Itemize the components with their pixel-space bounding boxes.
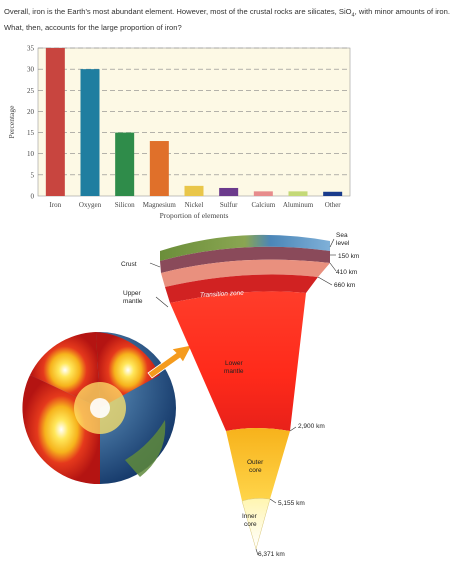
bar-nickel (184, 185, 204, 196)
y-tick-label: 35 (27, 45, 35, 53)
y-tick-label: 10 (27, 150, 35, 158)
depth-660-label: 660 km (334, 282, 355, 289)
x-tick-labels: Iron Oxygen Silicon Magnesium Nickel Sulfur Ca… (49, 201, 341, 209)
lower-mantle-label: Lower mantle (224, 360, 244, 375)
bar-iron (45, 48, 65, 196)
upper-mantle-label: Upper mantle (123, 290, 143, 305)
globe-inner-core (90, 398, 110, 418)
y-tick-label: 20 (27, 108, 35, 116)
x-tick-label-other: Other (325, 201, 342, 209)
y-tick-label: 5 (31, 171, 35, 179)
depth-150-label: 150 km (338, 253, 359, 260)
bars (45, 48, 343, 196)
question-line-2: What, then, accounts for the large propo… (4, 22, 182, 32)
bar-sulfur (219, 187, 239, 196)
question-line-1-main: Overall, iron is the Earth's most abunda… (4, 7, 352, 16)
y-axis-label: Percentage (7, 105, 16, 139)
zoom-arrow (147, 344, 193, 379)
question-line-1: Overall, iron is the Earth's most abunda… (4, 6, 470, 22)
x-tick-label-silicon: Silicon (115, 201, 135, 209)
x-tick-label-aluminum: Aluminum (283, 201, 314, 209)
depth-5155-label: 5,155 km (278, 500, 305, 507)
x-tick-label-sulfur: Sulfur (220, 201, 238, 209)
depth-410-label: 410 km (336, 269, 357, 276)
y-tick-label: 30 (27, 66, 35, 74)
x-tick-label-magnesium: Magnesium (143, 201, 177, 209)
transition-zone-layer (165, 274, 318, 303)
depth-2900-label: 2,900 km (298, 423, 325, 430)
question-line-1-subscript: 4 (351, 12, 355, 19)
crust-layer (160, 246, 330, 273)
upper-mantle-layer (161, 259, 330, 287)
x-tick-label-calcium: Calcium (251, 201, 275, 209)
crust-label: Crust (121, 261, 137, 268)
depth-6371-label: 6,371 km (258, 551, 285, 558)
lower-mantle-layer (170, 291, 306, 431)
question-line-1-tail: , with minor amounts of iron. (354, 7, 450, 16)
outer-core-label: Outer core (247, 459, 264, 474)
inner-core-label: Inner core (242, 513, 258, 528)
x-axis-label: Proportion of elements (160, 211, 229, 220)
earth-wedge (160, 234, 330, 550)
leader-lines (149, 238, 337, 556)
sea-level-label: Sea level (336, 232, 350, 247)
y-tick-labels: 0 5 10 15 20 25 30 35 (27, 45, 35, 201)
crust-surface (160, 234, 330, 261)
bar-silicon (115, 132, 135, 196)
globe-cutaway (22, 332, 176, 485)
y-tick-label: 25 (27, 87, 35, 95)
element-bar-chart: 0 5 10 15 20 25 30 35 Iron Oxygen Silicon Magnesiu… (7, 45, 351, 220)
x-tick-label-nickel: Nickel (185, 201, 204, 209)
bar-oxygen (80, 69, 100, 196)
earth-layers-diagram: Sea level 150 km 410 km 660 km Crust Uppe… (22, 232, 359, 558)
x-tick-label-iron: Iron (49, 201, 61, 209)
bar-magnesium (149, 141, 169, 196)
outer-core-layer (226, 428, 290, 501)
bar-other (323, 191, 343, 196)
transition-zone-label: Transition zone (200, 290, 245, 299)
bar-aluminum (288, 191, 308, 196)
x-tick-label-oxygen: Oxygen (79, 201, 102, 209)
question-text: Overall, iron is the Earth's most abunda… (4, 6, 470, 33)
bar-calcium (253, 191, 273, 196)
y-tick-label: 15 (27, 129, 35, 137)
y-tick-label: 0 (31, 193, 35, 201)
